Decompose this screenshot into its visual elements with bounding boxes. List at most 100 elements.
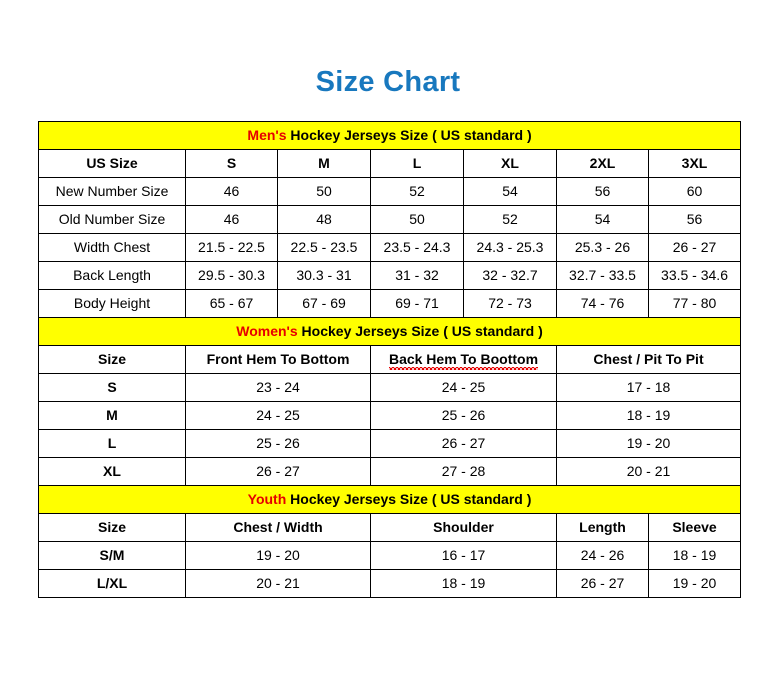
section-banner-accent-youth: Youth	[247, 490, 287, 507]
column-header-mens-3: L	[370, 149, 464, 178]
table-row: S/M 19 - 20 16 - 17 24 - 26 18 - 19	[38, 541, 742, 570]
column-header-mens-1: S	[185, 149, 278, 178]
column-header-mens-5: 2XL	[556, 149, 649, 178]
cell-mens-0-5: 60	[647, 177, 742, 206]
cell-mens-3-5: 33.5 - 34.6	[647, 261, 742, 290]
column-header-row-youth: Size Chest / Width Shoulder Length Sleeve	[38, 513, 742, 542]
table-row: S 23 - 24 24 - 25 17 - 18	[38, 373, 742, 402]
row-label-mens-0: New Number Size	[38, 177, 186, 206]
cell-mens-4-2: 69 - 71	[370, 289, 464, 318]
cell-mens-1-4: 54	[556, 205, 649, 234]
table-row: L 25 - 26 26 - 27 19 - 20	[38, 429, 742, 458]
table-row: Old Number Size 46 48 50 52 54 56	[38, 205, 742, 234]
cell-youth-1-0: 20 - 21	[185, 569, 371, 598]
row-label-mens-2: Width Chest	[38, 233, 186, 262]
column-header-youth-2: Shoulder	[370, 513, 557, 542]
cell-mens-2-4: 25.3 - 26	[556, 233, 649, 262]
column-header-row-womens: Size Front Hem To Bottom Back Hem To Boott…	[38, 345, 742, 374]
cell-youth-1-2: 26 - 27	[556, 569, 649, 598]
table-row: Body Height 65 - 67 67 - 69 69 - 71 72 - 73 7…	[38, 289, 742, 318]
column-header-youth-4: Sleeve	[647, 513, 742, 542]
row-label-youth-0: S/M	[38, 541, 186, 570]
cell-mens-1-2: 50	[370, 205, 464, 234]
cell-womens-0-1: 24 - 25	[370, 373, 557, 402]
column-header-youth-0: Size	[38, 513, 186, 542]
cell-youth-0-1: 16 - 17	[370, 541, 557, 570]
size-chart-body: Men's Hockey Jerseys Size ( US standard …	[37, 121, 742, 598]
column-header-womens-3: Chest / Pit To Pit	[555, 345, 742, 374]
cell-mens-4-5: 77 - 80	[647, 289, 742, 318]
cell-womens-3-1: 27 - 28	[370, 457, 557, 486]
cell-youth-0-0: 19 - 20	[185, 541, 371, 570]
cell-mens-1-0: 46	[185, 205, 278, 234]
cell-mens-2-5: 26 - 27	[647, 233, 742, 262]
cell-mens-4-4: 74 - 76	[556, 289, 649, 318]
cell-mens-0-1: 50	[277, 177, 371, 206]
column-header-womens-0: Size	[38, 345, 186, 374]
row-label-womens-1: M	[38, 401, 186, 430]
cell-womens-3-0: 26 - 27	[185, 457, 371, 486]
cell-mens-1-5: 56	[647, 205, 742, 234]
cell-womens-1-1: 25 - 26	[370, 401, 557, 430]
column-header-womens-2: Back Hem To Boottom	[370, 345, 557, 374]
section-banner-accent-mens: Men's	[247, 126, 287, 143]
cell-womens-0-2: 17 - 18	[555, 373, 742, 402]
row-label-womens-0: S	[38, 373, 186, 402]
table-row: XL 26 - 27 27 - 28 20 - 21	[38, 457, 742, 486]
section-banner-rest-womens: Hockey Jerseys Size ( US standard )	[297, 322, 543, 339]
cell-womens-3-2: 20 - 21	[555, 457, 742, 486]
column-header-mens-6: 3XL	[647, 149, 742, 178]
column-header-row-mens: US Size S M L XL 2XL 3XL	[38, 149, 742, 178]
section-banner-row-mens: Men's Hockey Jerseys Size ( US standard …	[37, 121, 742, 150]
cell-youth-1-3: 19 - 20	[647, 569, 742, 598]
section-banner-row-womens: Women's Hockey Jerseys Size ( US standar…	[37, 317, 742, 346]
column-header-youth-1: Chest / Width	[185, 513, 371, 542]
section-banner-rest-youth: Hockey Jerseys Size ( US standard )	[286, 490, 532, 507]
size-chart-table: Men's Hockey Jerseys Size ( US standard …	[37, 121, 742, 598]
row-label-womens-2: L	[38, 429, 186, 458]
cell-mens-0-4: 56	[556, 177, 649, 206]
cell-mens-4-1: 67 - 69	[277, 289, 371, 318]
section-banner-row-youth: Youth Hockey Jerseys Size ( US standard …	[37, 485, 742, 514]
cell-womens-2-0: 25 - 26	[185, 429, 371, 458]
row-label-youth-1: L/XL	[38, 569, 186, 598]
section-banner-accent-womens: Women's	[236, 322, 298, 339]
row-label-mens-3: Back Length	[38, 261, 186, 290]
cell-mens-3-3: 32 - 32.7	[463, 261, 557, 290]
section-banner-youth: Youth Hockey Jerseys Size ( US standard …	[37, 485, 742, 514]
cell-mens-2-2: 23.5 - 24.3	[370, 233, 464, 262]
cell-mens-1-3: 52	[463, 205, 557, 234]
section-banner-rest-mens: Hockey Jerseys Size ( US standard )	[286, 126, 532, 143]
row-label-mens-4: Body Height	[38, 289, 186, 318]
table-row: Width Chest 21.5 - 22.5 22.5 - 23.5 23.5 - …	[38, 233, 742, 262]
cell-mens-3-4: 32.7 - 33.5	[556, 261, 649, 290]
cell-mens-0-2: 52	[370, 177, 464, 206]
cell-womens-0-0: 23 - 24	[185, 373, 371, 402]
row-label-womens-3: XL	[38, 457, 186, 486]
table-row: Back Length 29.5 - 30.3 30.3 - 31 31 - 32 32…	[38, 261, 742, 290]
table-row: L/XL 20 - 21 18 - 19 26 - 27 19 - 20	[38, 569, 742, 598]
size-chart-container: Men's Hockey Jerseys Size ( US standard …	[37, 121, 742, 598]
column-header-youth-3: Length	[556, 513, 649, 542]
section-banner-mens: Men's Hockey Jerseys Size ( US standard …	[37, 121, 742, 150]
cell-womens-1-0: 24 - 25	[185, 401, 371, 430]
cell-mens-3-0: 29.5 - 30.3	[185, 261, 278, 290]
cell-youth-0-2: 24 - 26	[556, 541, 649, 570]
cell-mens-0-0: 46	[185, 177, 278, 206]
cell-mens-3-2: 31 - 32	[370, 261, 464, 290]
cell-mens-4-0: 65 - 67	[185, 289, 278, 318]
cell-mens-0-3: 54	[463, 177, 557, 206]
cell-mens-2-1: 22.5 - 23.5	[277, 233, 371, 262]
cell-womens-2-1: 26 - 27	[370, 429, 557, 458]
column-header-mens-2: M	[277, 149, 371, 178]
cell-mens-2-0: 21.5 - 22.5	[185, 233, 278, 262]
cell-mens-4-3: 72 - 73	[463, 289, 557, 318]
cell-mens-3-1: 30.3 - 31	[277, 261, 371, 290]
cell-youth-1-1: 18 - 19	[370, 569, 557, 598]
table-row: New Number Size 46 50 52 54 56 60	[38, 177, 742, 206]
cell-womens-1-2: 18 - 19	[555, 401, 742, 430]
column-header-mens-0: US Size	[38, 149, 186, 178]
column-header-mens-4: XL	[463, 149, 557, 178]
page-title: Size Chart	[315, 66, 461, 98]
section-banner-womens: Women's Hockey Jerseys Size ( US standar…	[37, 317, 742, 346]
